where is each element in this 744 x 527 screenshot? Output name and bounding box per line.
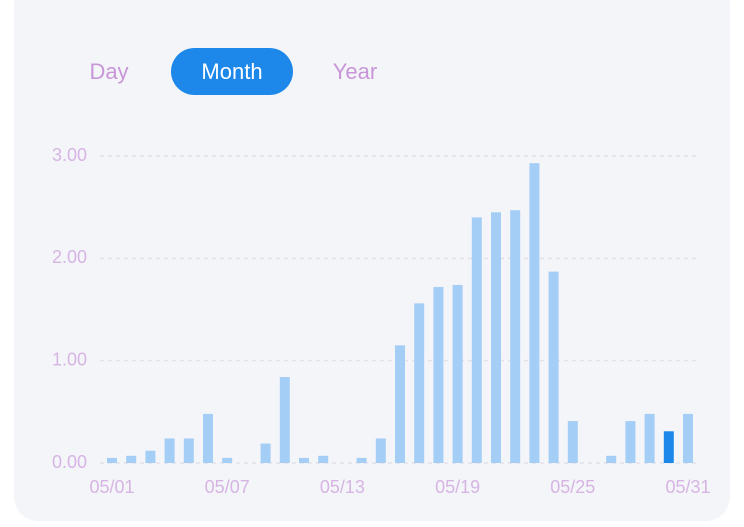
bar xyxy=(510,210,521,463)
y-tick-label: 3.00 xyxy=(52,145,87,165)
bar xyxy=(663,431,674,463)
bar xyxy=(625,421,636,463)
bar xyxy=(356,457,367,463)
y-tick-label: 0.00 xyxy=(52,452,87,472)
bar xyxy=(222,457,233,463)
x-tick-label: 05/19 xyxy=(435,477,480,497)
bar xyxy=(644,413,655,463)
bar xyxy=(529,163,540,463)
bar xyxy=(279,377,290,463)
bar xyxy=(126,455,137,463)
bar xyxy=(471,217,482,463)
bar xyxy=(567,421,578,463)
bar xyxy=(548,271,559,463)
bar xyxy=(683,413,693,463)
bar xyxy=(203,413,213,463)
x-tick-label: 05/01 xyxy=(89,477,134,497)
bar xyxy=(414,303,425,463)
bar xyxy=(433,286,444,463)
x-tick-label: 05/13 xyxy=(320,477,365,497)
tab-label[interactable]: Month xyxy=(201,59,262,84)
y-tick-label: 2.00 xyxy=(52,247,87,267)
tab-label[interactable]: Day xyxy=(89,59,128,84)
bar xyxy=(164,438,175,463)
y-tick-label: 1.00 xyxy=(52,349,87,369)
bar xyxy=(183,438,194,463)
bar xyxy=(299,457,309,463)
x-tick-label: 05/31 xyxy=(665,477,710,497)
x-tick-label: 05/25 xyxy=(550,477,595,497)
tab-label[interactable]: Year xyxy=(333,59,377,84)
tab-pill[interactable] xyxy=(171,48,293,95)
bar xyxy=(318,455,329,463)
bar xyxy=(260,443,271,463)
bar xyxy=(375,438,386,463)
bar xyxy=(395,345,405,463)
x-tick-label: 05/07 xyxy=(205,477,250,497)
bar xyxy=(491,212,501,463)
bar xyxy=(452,284,463,463)
bar xyxy=(606,455,617,463)
bar xyxy=(145,450,156,463)
bar xyxy=(107,457,117,463)
